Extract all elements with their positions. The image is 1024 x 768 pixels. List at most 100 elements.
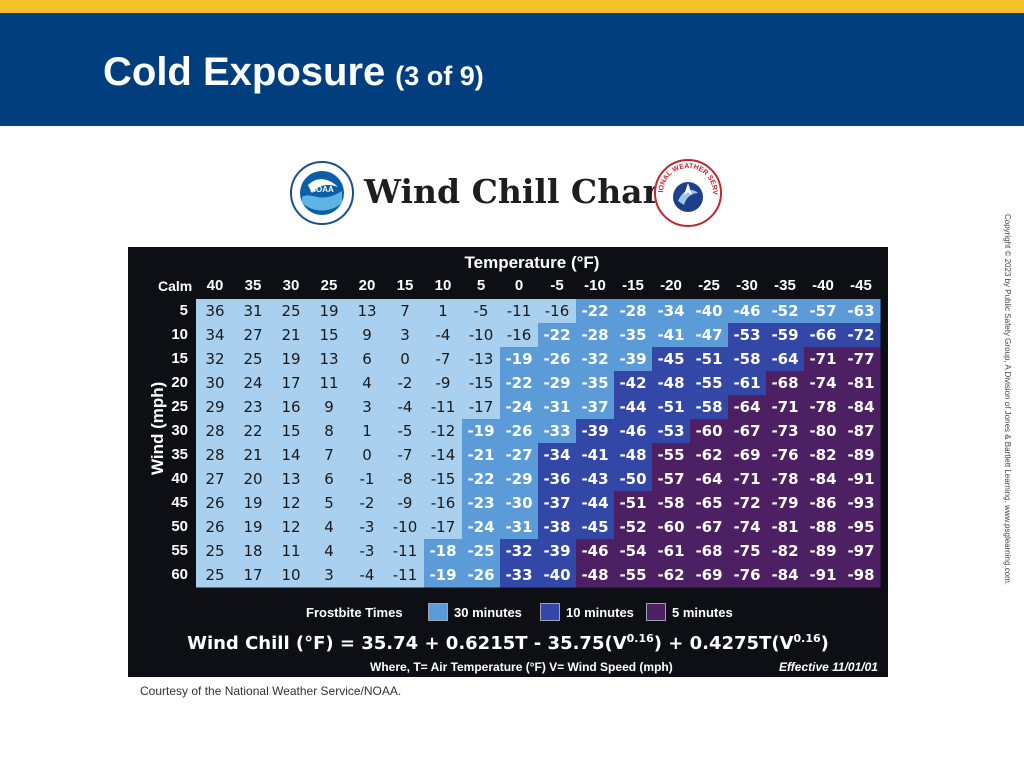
zone-cell — [766, 539, 805, 564]
zone-cell — [500, 371, 539, 396]
zone-cell — [462, 443, 501, 468]
effective-date: Effective 11/01/01 — [779, 660, 878, 674]
wind-chill-value: -7 — [435, 350, 451, 368]
zone-cell — [386, 563, 425, 588]
zone-cell — [728, 371, 767, 396]
temperature-tick-label: 0 — [514, 277, 524, 294]
zone-cell — [842, 371, 881, 396]
wind-chill-value: 14 — [281, 446, 301, 464]
wind-chill-value: 28 — [205, 422, 225, 440]
noaa-logo-icon: NOAA — [290, 161, 354, 225]
wind-chill-value: 15 — [281, 422, 301, 440]
zone-cell — [690, 443, 729, 468]
zone-cell — [424, 563, 463, 588]
zone-cell — [234, 515, 273, 540]
zone-cell — [728, 515, 767, 540]
wind-chill-value: -88 — [809, 518, 837, 536]
zone-cell — [766, 347, 805, 372]
wind-chill-value: 8 — [324, 422, 334, 440]
temperature-tick-label: 30 — [282, 277, 300, 294]
zone-cell — [386, 491, 425, 516]
zone-cell — [804, 539, 843, 564]
zone-cell — [424, 443, 463, 468]
wind-speed-tick-label: 25 — [171, 398, 188, 415]
zone-cell — [462, 371, 501, 396]
wind-chill-value: -4 — [397, 398, 413, 416]
zone-cell — [652, 563, 691, 588]
zone-cell — [272, 539, 311, 564]
temperature-tick-label: -30 — [736, 277, 758, 294]
wind-chill-value: 13 — [319, 350, 339, 368]
zone-cell — [424, 467, 463, 492]
zone-cell — [272, 515, 311, 540]
zone-cell — [804, 323, 843, 348]
wind-chill-value: -34 — [543, 446, 571, 464]
zone-cell — [462, 515, 501, 540]
zone-cell — [538, 419, 577, 444]
zone-cell — [234, 323, 273, 348]
zone-cell — [196, 515, 235, 540]
zone-cell — [690, 539, 729, 564]
wind-chill-value: 4 — [324, 518, 334, 536]
zone-cell — [310, 443, 349, 468]
wind-chill-value: 6 — [324, 470, 334, 488]
zone-cell — [310, 299, 349, 324]
zone-cell — [386, 395, 425, 420]
zone-cell — [272, 299, 311, 324]
zone-cell — [500, 443, 539, 468]
zone-cell — [728, 443, 767, 468]
wind-chill-value: -68 — [771, 374, 799, 392]
zone-cell — [386, 347, 425, 372]
wind-chill-value: 7 — [400, 302, 410, 320]
zone-cell — [842, 419, 881, 444]
zone-cell — [842, 491, 881, 516]
wind-chill-value: 11 — [281, 542, 301, 560]
zone-cell — [196, 563, 235, 588]
zone-cell — [728, 539, 767, 564]
wind-chill-value: -17 — [468, 398, 494, 416]
zone-cell — [614, 467, 653, 492]
zone-cell — [690, 515, 729, 540]
formula-middle: ) + 0.4275T(V — [653, 633, 794, 654]
zone-cell — [614, 563, 653, 588]
wind-chill-value: -74 — [733, 518, 761, 536]
zone-cell — [842, 467, 881, 492]
wind-chill-value: -52 — [771, 302, 799, 320]
zone-cell — [614, 443, 653, 468]
zone-cell — [462, 539, 501, 564]
wind-chill-value: -9 — [435, 374, 451, 392]
wind-chill-value: -31 — [505, 518, 533, 536]
wind-chill-value: -64 — [771, 350, 799, 368]
zone-cell — [538, 347, 577, 372]
temperature-tick-label: -15 — [622, 277, 644, 294]
zone-cell — [690, 395, 729, 420]
wind-chill-value: -45 — [657, 350, 685, 368]
zone-cell — [690, 419, 729, 444]
wind-chill-value: -60 — [695, 422, 723, 440]
zone-cell — [690, 491, 729, 516]
wind-chill-value: -34 — [657, 302, 685, 320]
wind-chill-value: -51 — [619, 494, 647, 512]
wind-chill-value: -48 — [581, 566, 609, 584]
zone-cell — [272, 443, 311, 468]
legend-swatch-5-minutes — [646, 603, 666, 621]
wind-chill-value: 11 — [319, 374, 339, 392]
copyright-text: Copyright © 2023 by Public Safety Group,… — [1003, 214, 1012, 585]
temperature-tick-label: 15 — [396, 277, 414, 294]
zone-cell — [804, 491, 843, 516]
zone-cell — [538, 443, 577, 468]
legend-label-10-minutes: 10 minutes — [566, 605, 634, 620]
wind-chill-value: -98 — [847, 566, 875, 584]
zone-cell — [196, 347, 235, 372]
wind-chill-value: 34 — [205, 326, 225, 344]
zone-cell — [310, 323, 349, 348]
wind-chill-value: -86 — [809, 494, 837, 512]
wind-chill-value: -8 — [397, 470, 413, 488]
zone-cell — [386, 419, 425, 444]
wind-chill-value: -15 — [468, 374, 494, 392]
wind-chill-value: 26 — [205, 518, 225, 536]
wind-speed-tick-label: 20 — [171, 374, 188, 391]
wind-chill-value: -30 — [505, 494, 533, 512]
wind-chill-value: -67 — [695, 518, 723, 536]
zone-cell — [196, 299, 235, 324]
